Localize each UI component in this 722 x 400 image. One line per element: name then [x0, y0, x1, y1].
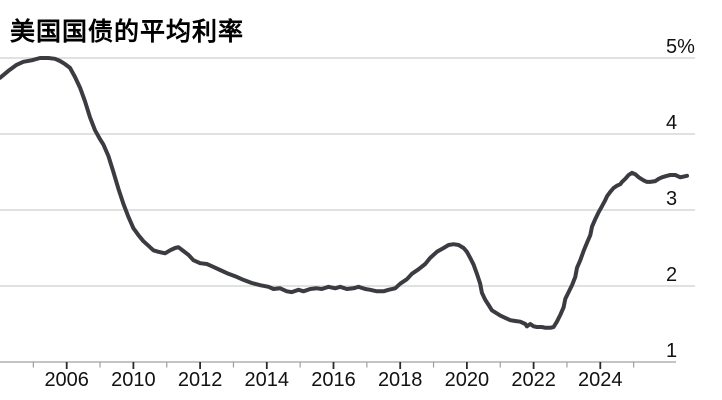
rate-line [0, 56, 689, 330]
y-tick-label: 5% [666, 36, 695, 58]
x-tick-label: 2022 [511, 369, 556, 391]
x-tick-label: 2006 [44, 369, 89, 391]
x-tick-label: 2014 [245, 369, 290, 391]
x-tick-label: 2024 [578, 369, 623, 391]
x-tick-label: 2010 [111, 369, 156, 391]
y-tick-label: 4 [666, 112, 677, 134]
y-tick-label: 1 [666, 340, 677, 362]
x-tick-label: 2016 [311, 369, 356, 391]
x-tick-label: 2018 [378, 369, 423, 391]
y-tick-label: 2 [666, 264, 677, 286]
y-tick-label: 3 [666, 188, 677, 210]
x-tick-label: 2012 [178, 369, 223, 391]
x-tick-label: 2020 [445, 369, 490, 391]
chart-title: 美国国债的平均利率 [10, 18, 245, 46]
